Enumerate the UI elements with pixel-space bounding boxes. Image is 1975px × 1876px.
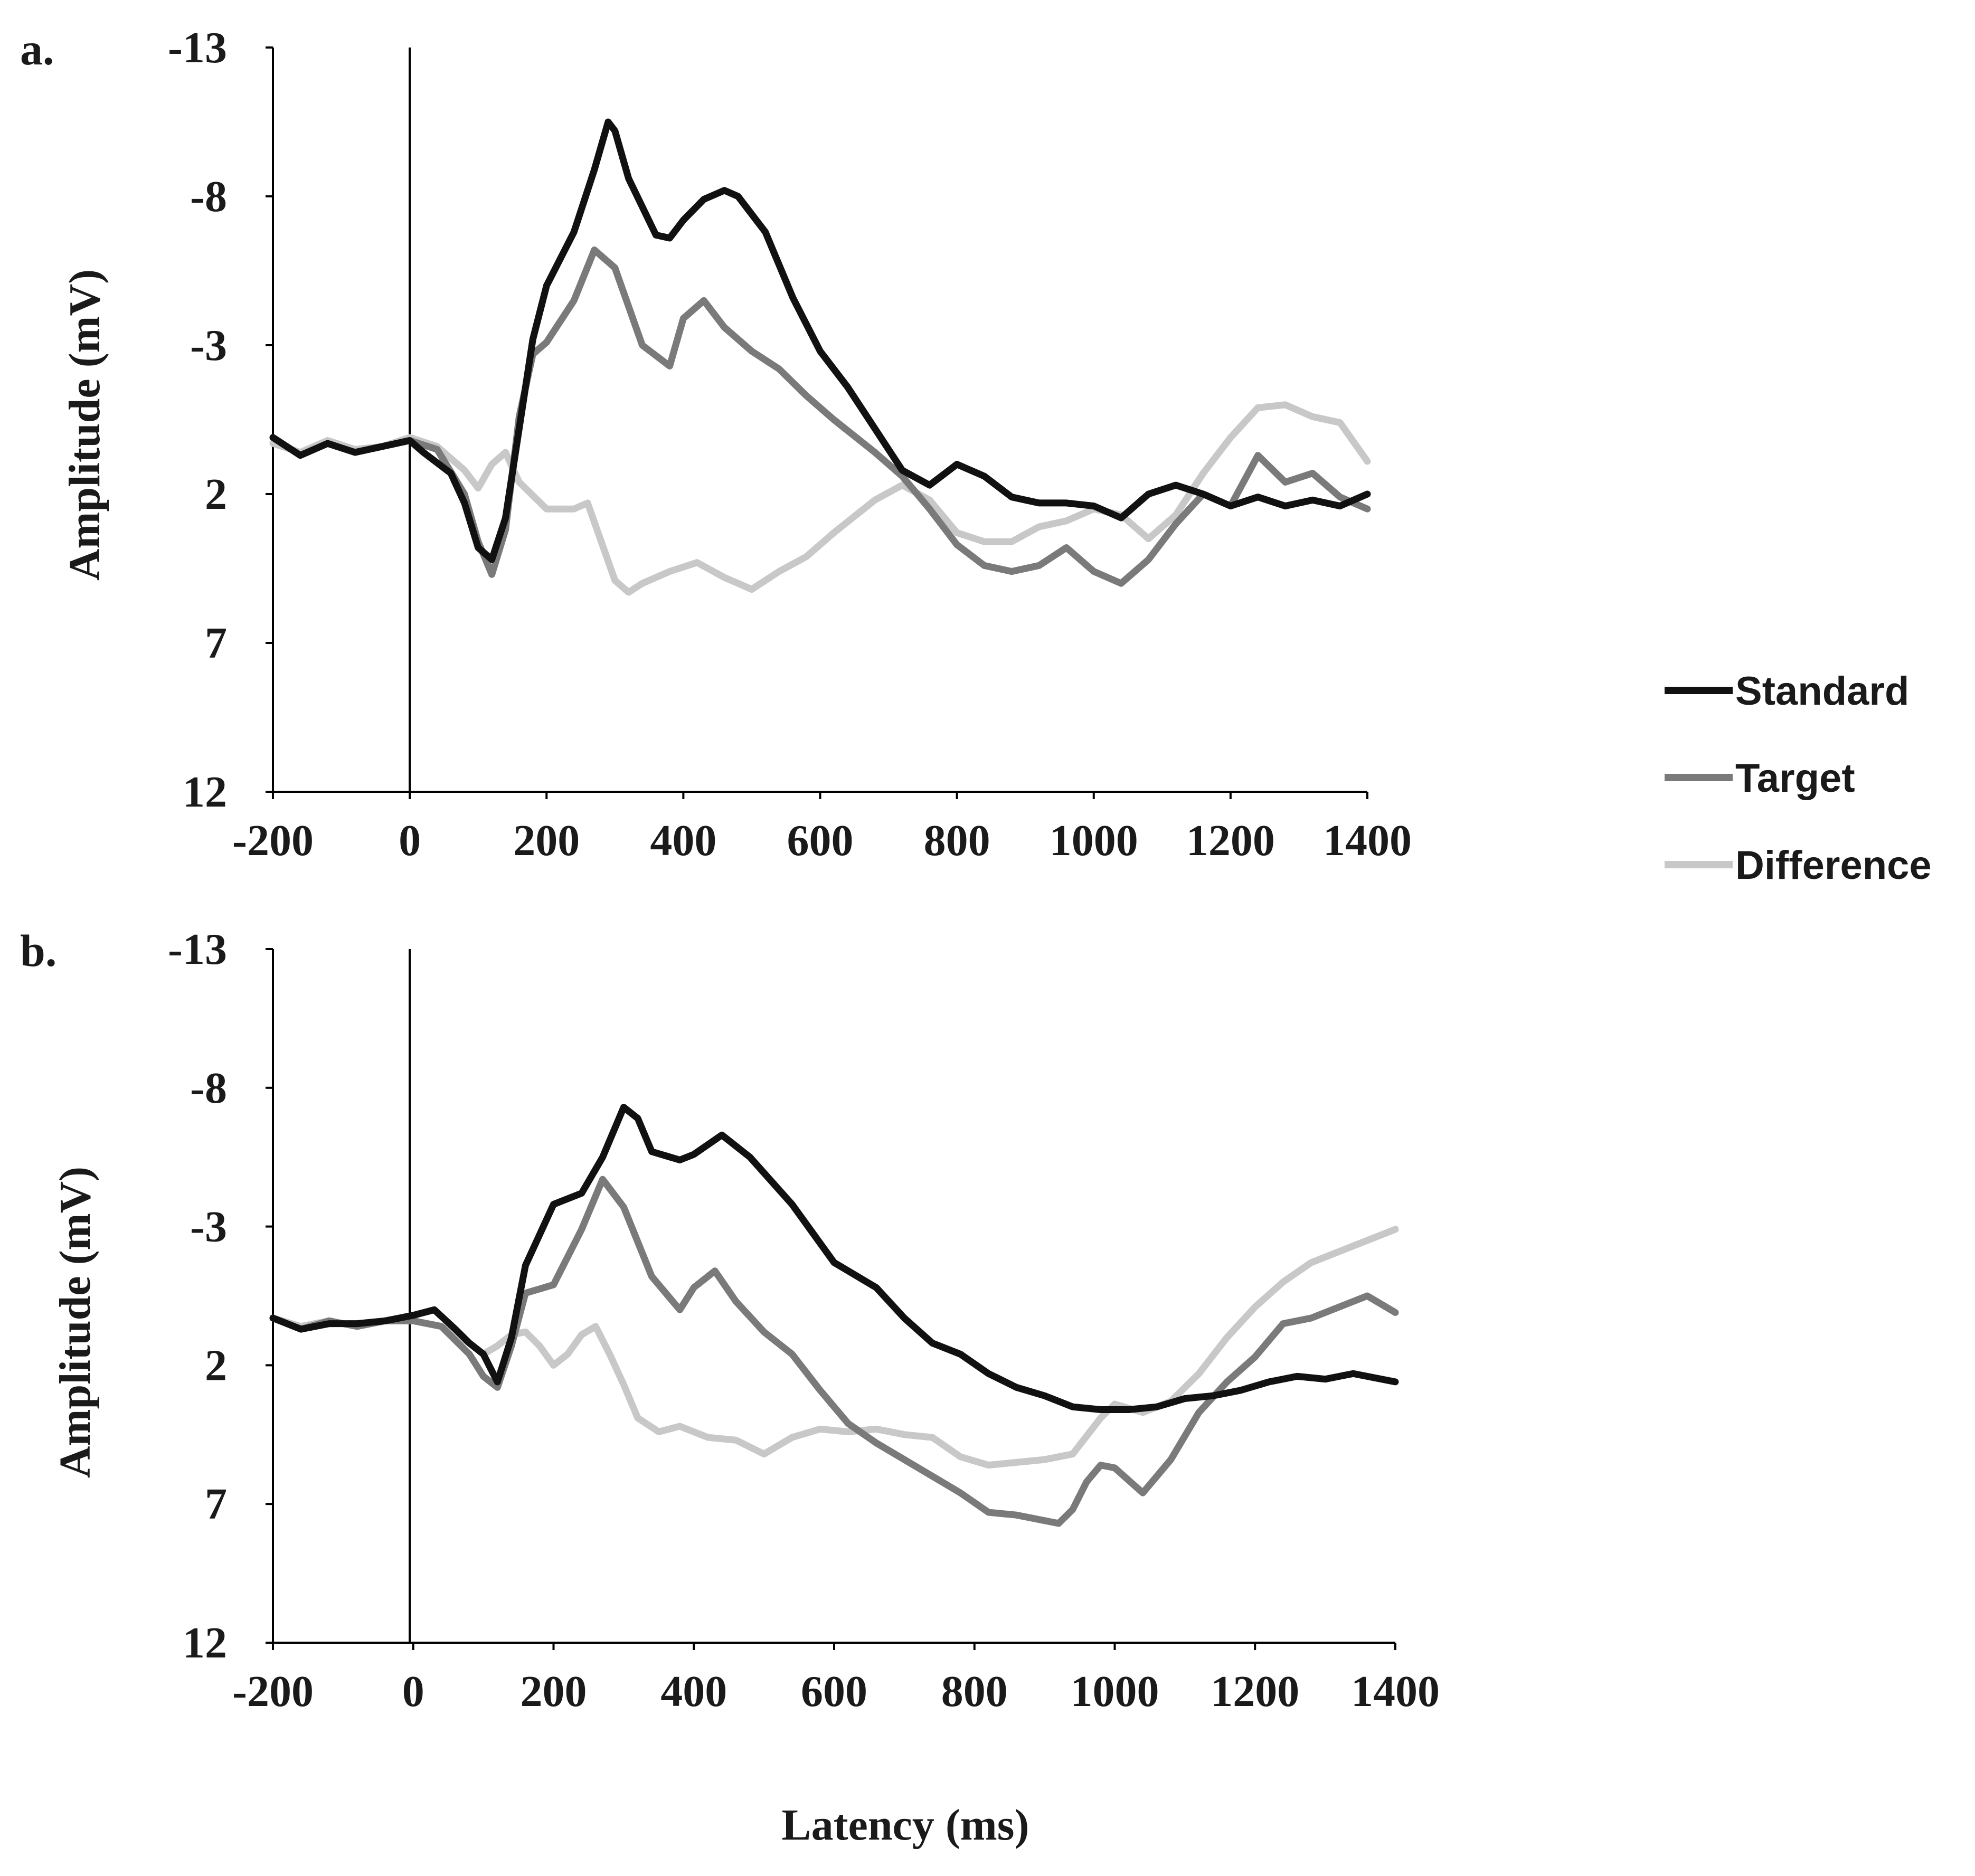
panel-a-label: a. (20, 24, 54, 74)
y-tick-label: 2 (205, 1341, 227, 1390)
y-tick-label: -8 (190, 1064, 227, 1113)
x-tick-label: 1400 (1351, 1667, 1440, 1716)
x-tick-label: -200 (232, 1667, 314, 1716)
series-line-difference (269, 401, 1371, 596)
y-tick-label: -3 (190, 1202, 227, 1252)
series-line-standard (269, 1104, 1399, 1413)
x-axis-title: Latency (ms) (782, 1801, 1029, 1850)
series-line-standard (269, 118, 1371, 563)
y-tick-label: -3 (190, 321, 227, 370)
panel-b-series (269, 1104, 1399, 1527)
panel-a-axes (272, 48, 1367, 793)
panel-b-y-ticks: -13 -8 -3 2 7 12 (168, 925, 273, 1667)
x-tick-label: -200 (232, 816, 314, 865)
x-tick-label: 200 (521, 1667, 587, 1716)
panel-b-axes (272, 949, 1395, 1644)
x-tick-label: 0 (402, 1667, 424, 1716)
x-tick-label: 600 (787, 816, 854, 865)
legend-label-difference: Difference (1735, 843, 1932, 888)
x-tick-label: 0 (399, 816, 421, 865)
legend: Standard Target Difference (1665, 669, 1932, 888)
panel-b-y-axis-title: Amplitude (mV) (51, 1167, 100, 1478)
y-tick-label: 12 (183, 1618, 227, 1667)
series-line-target (269, 1176, 1399, 1527)
legend-label-standard: Standard (1735, 669, 1909, 714)
y-tick-label: 2 (205, 470, 227, 519)
x-tick-label: 400 (660, 1667, 727, 1716)
x-tick-label: 1000 (1050, 816, 1138, 865)
x-tick-label: 1200 (1186, 816, 1275, 865)
x-tick-label: 800 (941, 1667, 1008, 1716)
y-tick-label: 7 (205, 619, 227, 668)
x-tick-label: 1400 (1323, 816, 1412, 865)
panel-a-series (269, 118, 1371, 596)
panel-b-x-ticks: -200 0 200 400 600 800 1000 1200 1400 (232, 1643, 1440, 1716)
y-tick-label: -13 (168, 23, 227, 72)
x-tick-label: 1000 (1071, 1667, 1159, 1716)
panel-b: b. Amplitude (mV) -13 -8 -3 2 7 12 -200 0 200 40… (20, 925, 1440, 1716)
y-tick-label: 7 (205, 1480, 227, 1529)
panel-a-y-axis-title: Amplitude (mV) (60, 269, 109, 581)
y-tick-label: 12 (183, 768, 227, 817)
panel-a-y-ticks: -13 -8 -3 2 7 12 (168, 23, 273, 817)
x-tick-label: 400 (650, 816, 716, 865)
x-tick-label: 200 (513, 816, 580, 865)
panel-a-x-ticks: -200 0 200 400 600 800 1000 1200 1400 (232, 792, 1412, 865)
y-tick-label: -13 (168, 925, 227, 974)
panel-b-label: b. (20, 925, 56, 976)
panel-a: a. Amplitude (mV) -13 -8 -3 2 7 12 -200 0 200 40… (20, 23, 1412, 865)
x-tick-label: 600 (801, 1667, 867, 1716)
x-tick-label: 1200 (1211, 1667, 1299, 1716)
legend-label-target: Target (1735, 756, 1855, 801)
x-tick-label: 800 (924, 816, 990, 865)
y-tick-label: -8 (190, 172, 227, 221)
series-line-target (269, 247, 1371, 587)
